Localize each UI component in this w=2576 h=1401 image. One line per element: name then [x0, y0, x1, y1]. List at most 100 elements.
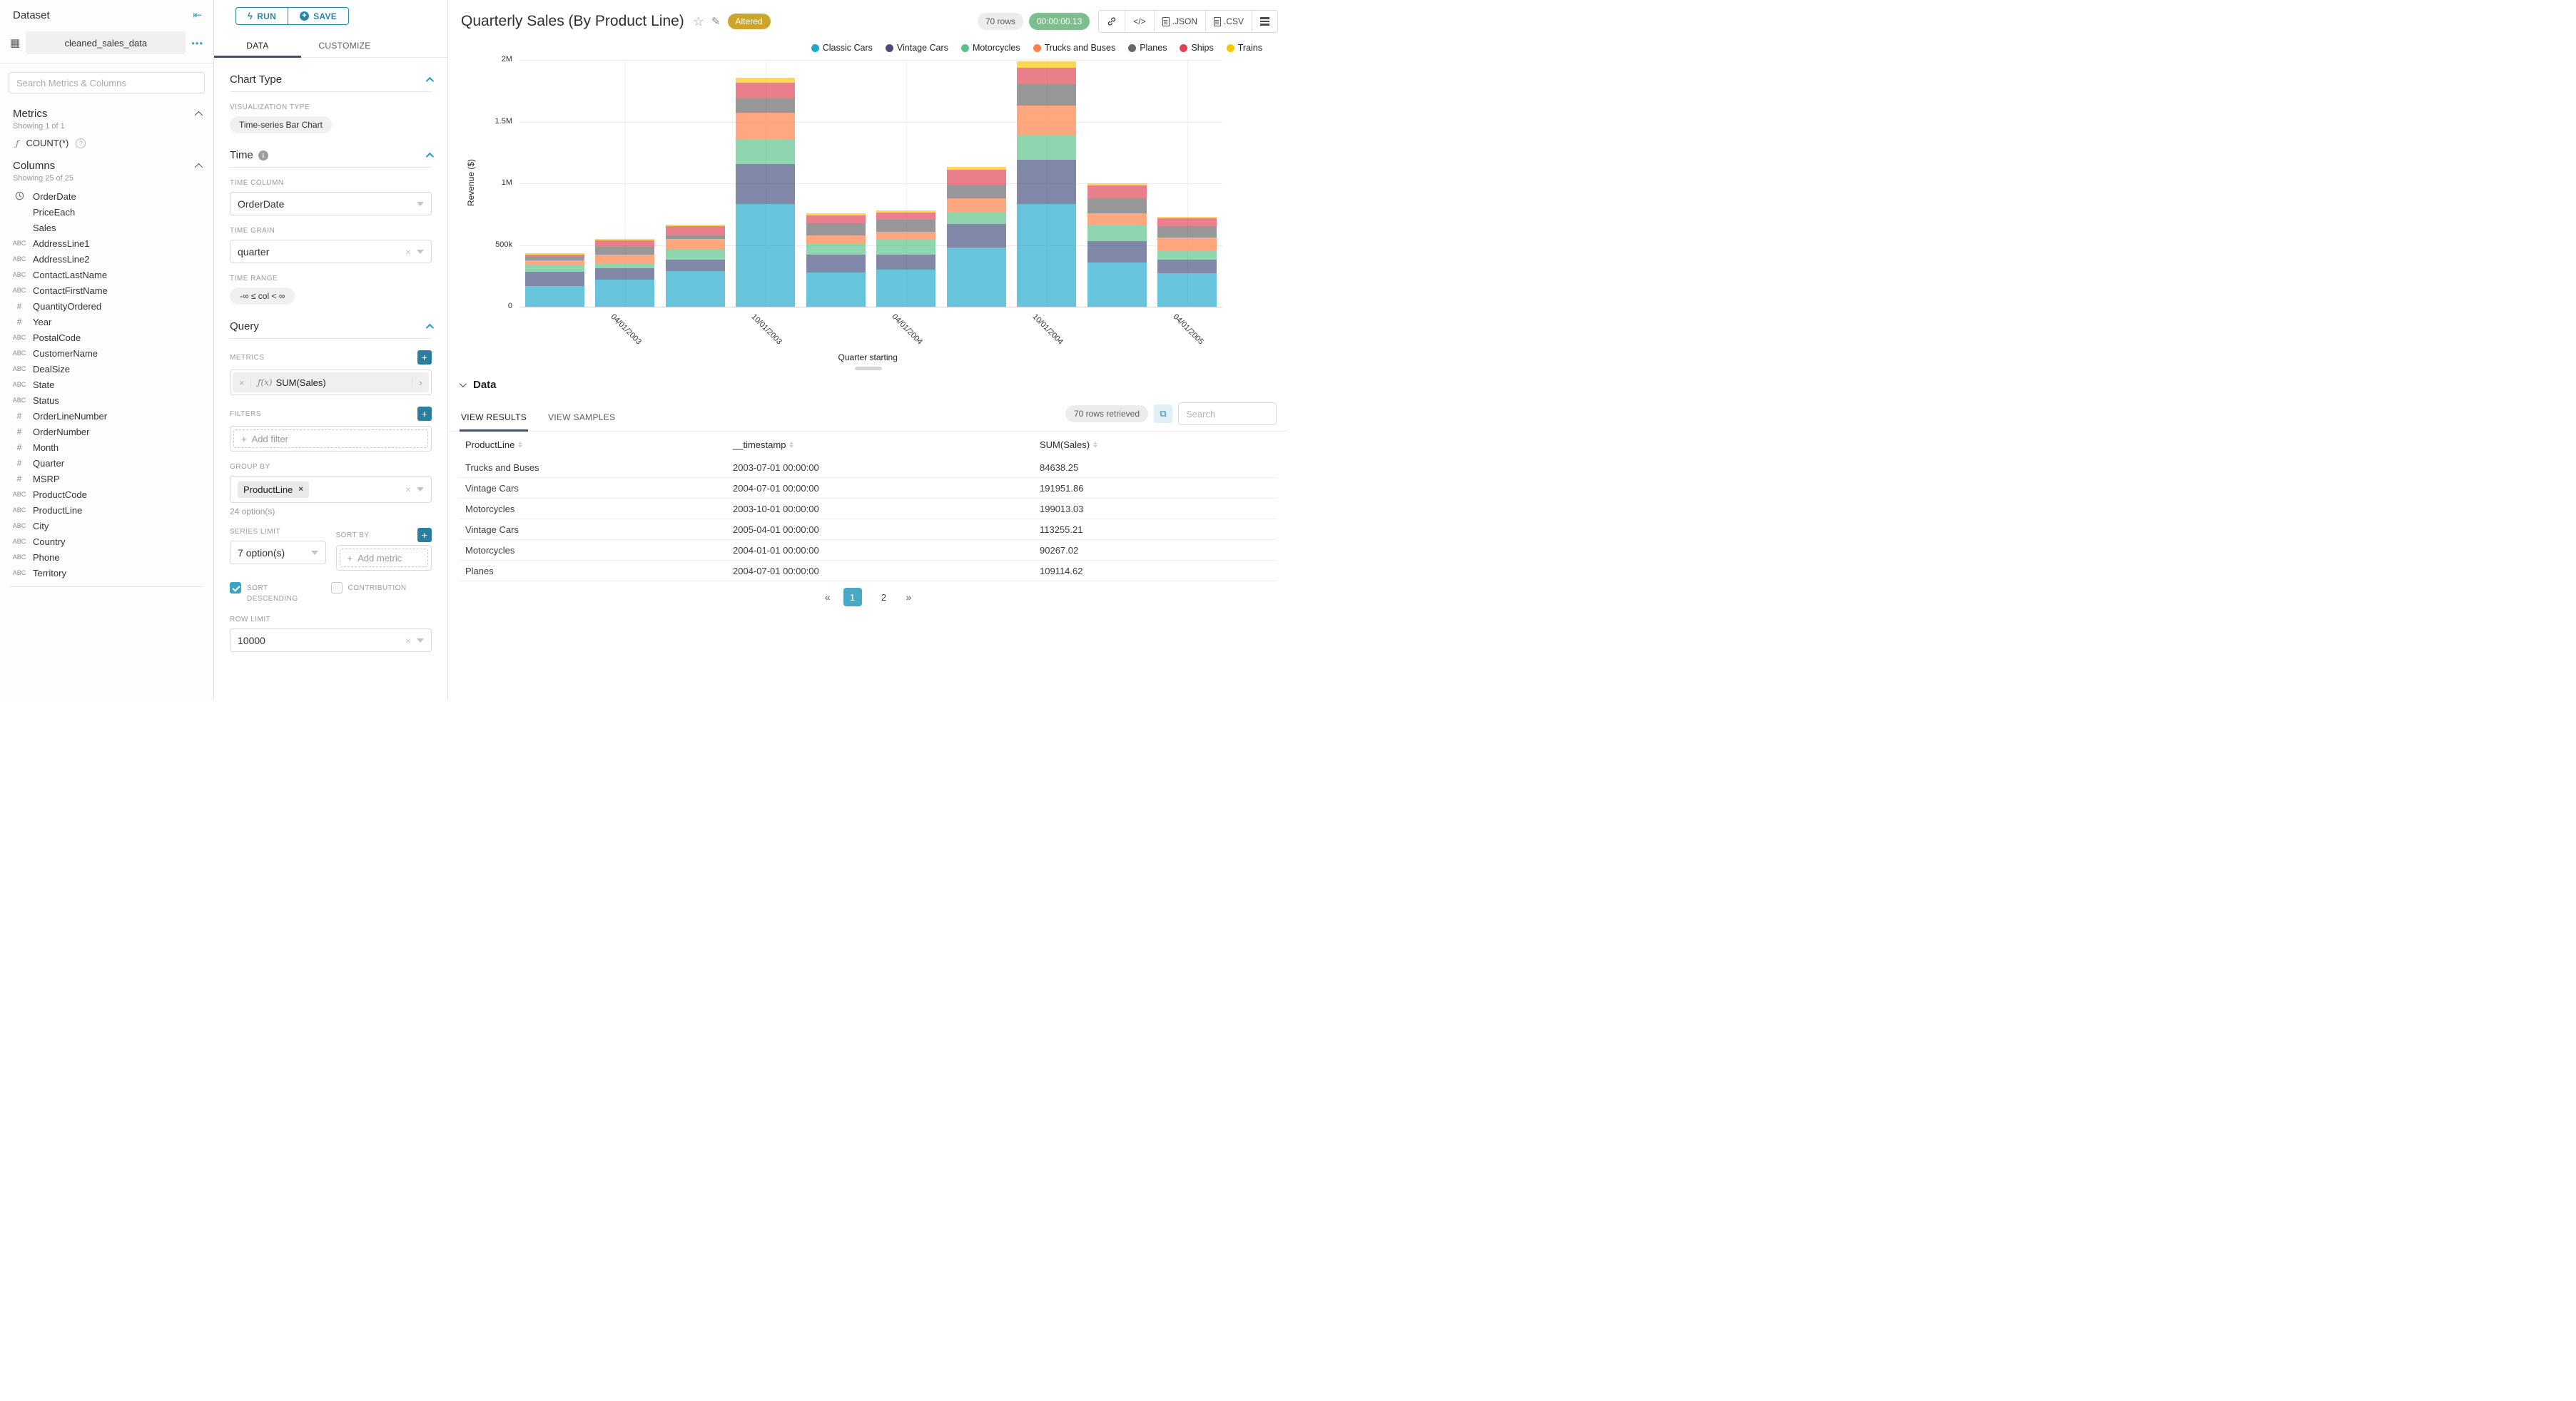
legend-item[interactable]: Vintage Cars — [885, 43, 948, 53]
clear-icon[interactable]: × — [405, 245, 411, 258]
column-list-item[interactable]: ABC Phone — [0, 549, 213, 565]
bar-segment[interactable] — [524, 285, 584, 307]
legend-item[interactable]: Trucks and Buses — [1033, 43, 1115, 53]
pagination-prev[interactable]: « — [824, 591, 831, 603]
bar-segment[interactable] — [1087, 185, 1147, 198]
bar-segment[interactable] — [665, 226, 725, 235]
bar-segment[interactable] — [736, 139, 796, 164]
bar-segment[interactable] — [1157, 237, 1217, 250]
copy-data-icon[interactable]: ⧉ — [1154, 404, 1172, 423]
bar-segment[interactable] — [1017, 106, 1077, 136]
time-grain-select[interactable]: quarter × — [230, 240, 432, 263]
bar-segment[interactable] — [524, 253, 584, 255]
column-list-item[interactable]: ABC ContactFirstName — [0, 282, 213, 298]
legend-item[interactable]: Classic Cars — [811, 43, 873, 53]
bar-segment[interactable] — [736, 98, 796, 113]
legend-item[interactable]: Planes — [1128, 43, 1167, 53]
bar-segment[interactable] — [806, 255, 866, 273]
export-csv-button[interactable]: .CSV — [1205, 11, 1252, 32]
table-header-cell[interactable]: ProductLine — [465, 439, 733, 450]
metrics-collapse-icon[interactable] — [194, 111, 203, 119]
edit-title-icon[interactable]: ✎ — [711, 16, 721, 28]
bar-segment[interactable] — [946, 223, 1006, 248]
series-limit-select[interactable]: 7 option(s) — [230, 541, 326, 564]
bar-segment[interactable] — [946, 213, 1006, 224]
bar-segment[interactable] — [1157, 259, 1217, 274]
column-list-item[interactable]: ABC Status — [0, 392, 213, 408]
chevron-up-icon[interactable] — [425, 76, 435, 85]
collapse-data-icon[interactable] — [459, 380, 467, 388]
table-row[interactable]: Vintage Cars 2004-07-01 00:00:00 191951.86 — [460, 478, 1277, 499]
remove-chip-icon[interactable]: × — [298, 485, 303, 494]
add-filter-button[interactable]: + Add filter — [233, 429, 428, 448]
bar-segment[interactable] — [736, 163, 796, 204]
bar-segment[interactable] — [946, 247, 1006, 307]
bar-segment[interactable] — [876, 232, 936, 240]
bar-segment[interactable] — [1087, 213, 1147, 225]
favorite-star-icon[interactable]: ☆ — [692, 14, 704, 29]
save-button[interactable]: + SAVE — [288, 7, 350, 25]
bar-segment[interactable] — [595, 268, 655, 280]
column-list-item[interactable]: ABC State — [0, 377, 213, 392]
bar-segment[interactable] — [1157, 225, 1217, 238]
tab-data[interactable]: DATA — [214, 35, 301, 58]
column-list-item[interactable]: # Month — [0, 439, 213, 455]
bar-segment[interactable] — [524, 265, 584, 272]
pagination-page[interactable]: 2 — [881, 591, 887, 603]
chevron-up-icon[interactable] — [425, 152, 435, 161]
bar-segment[interactable] — [524, 254, 584, 258]
chevron-up-icon[interactable] — [425, 323, 435, 332]
pagination-page[interactable]: 1 — [843, 588, 862, 606]
bar-segment[interactable] — [665, 259, 725, 272]
column-list-item[interactable]: ABC ContactLastName — [0, 267, 213, 282]
panel-resize-handle[interactable] — [854, 367, 882, 370]
search-metrics-columns-input[interactable] — [9, 72, 205, 93]
bar-segment[interactable] — [665, 239, 725, 250]
bar-segment[interactable] — [1087, 198, 1147, 214]
add-sort-metric-button[interactable]: + Add metric — [339, 549, 428, 567]
column-list-item[interactable]: # Year — [0, 314, 213, 330]
bar-segment[interactable] — [736, 83, 796, 99]
table-search-input[interactable] — [1178, 402, 1277, 425]
group-by-select[interactable]: ProductLine × × — [230, 476, 432, 503]
tab-customize[interactable]: CUSTOMIZE — [318, 41, 371, 51]
sort-descending-checkbox[interactable] — [230, 582, 241, 593]
bar-segment[interactable] — [595, 280, 655, 307]
table-row[interactable]: Planes 2004-07-01 00:00:00 109114.62 — [460, 561, 1277, 581]
legend-item[interactable]: Motorcycles — [960, 43, 1020, 53]
bar-segment[interactable] — [1017, 135, 1077, 161]
bar-segment[interactable] — [524, 271, 584, 286]
menu-button[interactable] — [1252, 11, 1277, 32]
column-list-item[interactable]: # Quarter — [0, 455, 213, 471]
bar-segment[interactable] — [876, 220, 936, 233]
table-row[interactable]: Vintage Cars 2005-04-01 00:00:00 113255.21 — [460, 519, 1277, 540]
add-metric-icon[interactable]: + — [417, 350, 432, 365]
bar-segment[interactable] — [665, 249, 725, 260]
bar-segment[interactable] — [595, 240, 655, 248]
export-json-button[interactable]: .JSON — [1154, 11, 1206, 32]
bar-segment[interactable] — [876, 212, 936, 220]
bar-segment[interactable] — [1087, 183, 1147, 186]
bar-segment[interactable] — [946, 169, 1006, 185]
dataset-options-icon[interactable]: ••• — [191, 37, 203, 49]
time-column-select[interactable]: OrderDate — [230, 192, 432, 215]
column-list-item[interactable]: # OrderNumber — [0, 424, 213, 439]
column-list-item[interactable]: ABC AddressLine2 — [0, 251, 213, 267]
bar-segment[interactable] — [946, 166, 1006, 170]
contribution-control[interactable]: CONTRIBUTION — [330, 582, 432, 604]
bar-segment[interactable] — [1157, 250, 1217, 260]
bar-segment[interactable] — [1087, 224, 1147, 242]
bar-segment[interactable] — [1157, 216, 1217, 218]
bar-segment[interactable] — [736, 112, 796, 140]
row-limit-select[interactable]: 10000 × — [230, 628, 432, 652]
bar-segment[interactable] — [876, 270, 936, 307]
table-row[interactable]: Trucks and Buses 2003-07-01 00:00:00 84638… — [460, 457, 1277, 478]
bar-segment[interactable] — [1017, 204, 1077, 307]
remove-metric-icon[interactable]: × — [233, 377, 251, 388]
column-list-item[interactable]: ABC ProductCode — [0, 486, 213, 502]
add-filter-icon[interactable]: + — [417, 407, 432, 421]
bar-segment[interactable] — [806, 243, 866, 255]
chevron-right-icon[interactable]: › — [412, 377, 429, 388]
pagination-next[interactable]: » — [906, 591, 912, 603]
column-list-item[interactable]: PriceEach — [0, 204, 213, 220]
